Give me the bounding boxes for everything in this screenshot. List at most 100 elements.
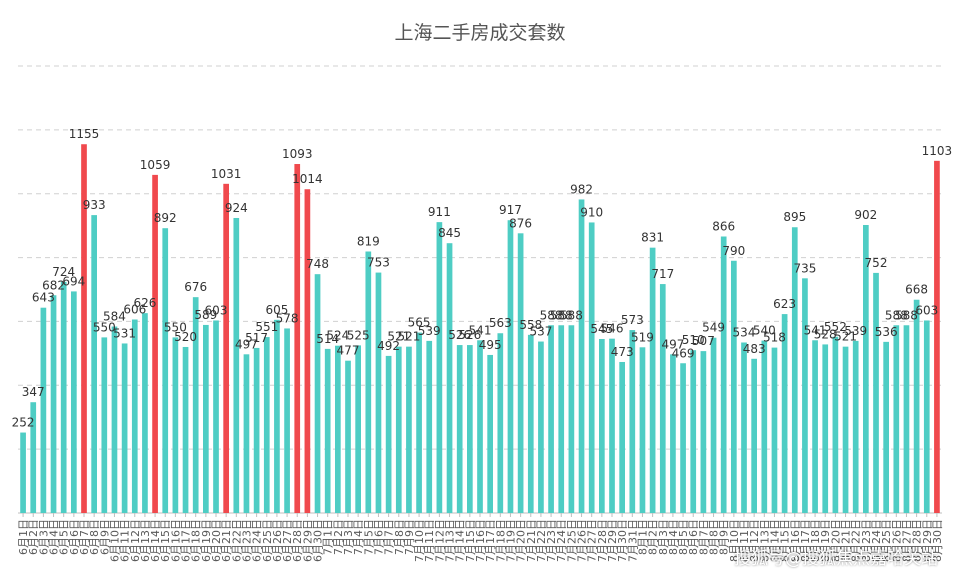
bar — [20, 432, 26, 513]
bar — [507, 220, 514, 513]
data-label: 902 — [854, 208, 877, 222]
data-label: 497 — [661, 337, 684, 351]
x-tick-label: 6月25日 — [261, 519, 274, 562]
data-label: 347 — [22, 385, 45, 399]
x-tick-label: 7月19日 — [504, 519, 517, 562]
x-tick-label: 7月2日 — [332, 519, 345, 555]
data-label: 606 — [123, 303, 146, 317]
data-label: 911 — [428, 205, 451, 219]
data-label: 573 — [621, 313, 644, 327]
data-label: 643 — [32, 291, 55, 305]
data-label: 831 — [641, 231, 664, 245]
x-tick-label: 7月15日 — [464, 519, 477, 562]
data-label: 603 — [205, 303, 228, 317]
x-tick-label: 6月11日 — [119, 519, 132, 562]
bar — [213, 320, 219, 513]
x-tick-label: 8月10日 — [728, 519, 741, 562]
x-tick-label: 8月16日 — [789, 519, 802, 562]
bar — [284, 328, 290, 513]
data-label: 917 — [499, 203, 522, 217]
bar — [578, 199, 585, 513]
x-tick-label: 7月25日 — [565, 519, 578, 562]
data-label: 519 — [631, 330, 654, 344]
bar — [934, 160, 940, 513]
bar — [497, 333, 504, 513]
x-tick-label: 8月30日 — [931, 519, 944, 562]
data-label: 521 — [834, 330, 857, 344]
data-label: 510 — [682, 333, 705, 347]
bar — [517, 233, 524, 513]
data-label: 526 — [448, 328, 471, 342]
bar — [162, 228, 169, 513]
data-label: 518 — [763, 331, 786, 345]
bar — [883, 341, 889, 513]
bar — [893, 325, 900, 513]
bar — [538, 341, 544, 513]
bar — [60, 281, 67, 513]
data-label: 531 — [113, 326, 136, 340]
data-label: 526 — [458, 328, 481, 342]
x-tick-label: 8月29日 — [921, 519, 934, 562]
data-label: 933 — [83, 198, 106, 212]
bar — [599, 338, 605, 513]
x-tick-label: 6月30日 — [312, 519, 325, 562]
bar — [101, 337, 108, 513]
x-tick-label: 6月29日 — [301, 519, 314, 562]
data-label: 545 — [590, 322, 613, 336]
data-label: 517 — [245, 331, 268, 345]
bar — [243, 354, 250, 513]
x-tick-label: 7月3日 — [342, 519, 355, 555]
bar — [426, 340, 433, 513]
data-label: 866 — [712, 220, 735, 234]
x-tick-label: 7月12日 — [433, 519, 446, 562]
bar — [731, 260, 737, 513]
x-tick-label: 7月22日 — [535, 519, 548, 562]
bar — [385, 355, 392, 513]
bar — [568, 325, 575, 513]
bar — [629, 330, 636, 513]
x-axis-ticks: 6月1日6月2日6月3日6月4日6月5日6月6日6月7日6月8日6月9日6月10… — [17, 513, 944, 562]
data-label: 524 — [326, 329, 349, 343]
x-tick-label: 6月22日 — [230, 519, 243, 562]
bar — [223, 183, 229, 513]
x-tick-label: 8月3日 — [657, 519, 670, 555]
data-label: 539 — [418, 324, 441, 338]
data-label: 473 — [611, 345, 634, 359]
x-tick-label: 8月17日 — [799, 519, 812, 562]
data-label: 528 — [814, 327, 837, 341]
chart-title: 上海二手房成交套数 — [394, 22, 566, 44]
bar — [446, 243, 453, 513]
bar — [142, 313, 148, 513]
x-tick-label: 8月18日 — [809, 519, 822, 562]
x-tick-label: 6月14日 — [149, 519, 162, 562]
data-label: 549 — [702, 321, 725, 335]
data-label: 676 — [184, 280, 207, 294]
x-tick-label: 8月24日 — [870, 519, 883, 562]
bar — [761, 340, 768, 513]
bar — [192, 297, 199, 513]
x-tick-label: 7月20日 — [515, 519, 528, 562]
data-label: 910 — [580, 205, 603, 219]
bar — [903, 325, 910, 513]
x-tick-label: 6月7日 — [78, 519, 91, 555]
bar — [375, 272, 382, 513]
data-labels: 2523476436827246941155933550584531606626… — [12, 127, 953, 429]
x-tick-label: 7月14日 — [454, 519, 467, 562]
bar — [30, 402, 37, 513]
x-tick-label: 6月2日 — [27, 519, 40, 555]
bar — [781, 314, 788, 513]
data-label: 589 — [194, 308, 217, 322]
x-tick-label: 6月10日 — [108, 519, 121, 562]
x-tick-label: 6月17日 — [180, 519, 193, 562]
data-label: 819 — [357, 235, 380, 249]
bar — [802, 278, 808, 513]
data-label: 534 — [733, 326, 756, 340]
bar — [649, 247, 656, 514]
data-label: 876 — [509, 216, 532, 230]
data-label: 588 — [540, 308, 563, 322]
x-tick-label: 7月31日 — [626, 519, 639, 562]
data-label: 539 — [844, 324, 867, 338]
data-label: 588 — [885, 308, 908, 322]
data-label: 1155 — [69, 127, 100, 141]
data-label: 578 — [276, 311, 299, 325]
